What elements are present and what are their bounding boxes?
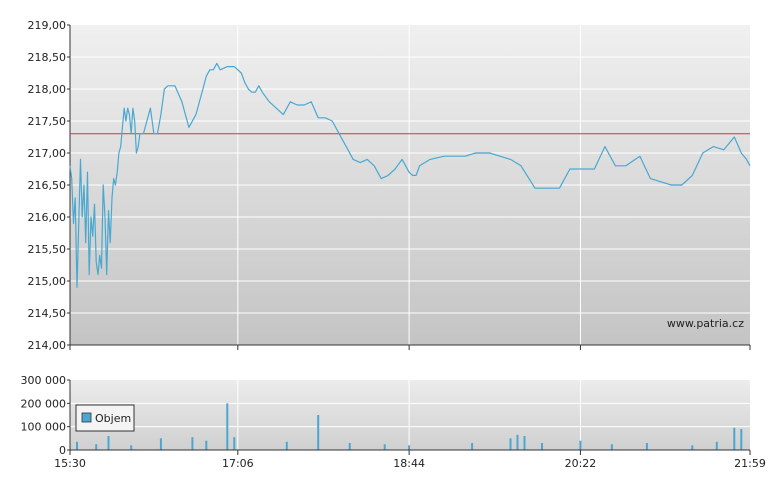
volume-legend: Objem bbox=[75, 404, 135, 432]
price-y-tick-label: 216,50 bbox=[28, 179, 67, 192]
volume-bar bbox=[317, 415, 320, 450]
volume-bar bbox=[130, 445, 133, 450]
volume-y-tick-label: 300 000 bbox=[21, 374, 67, 387]
price-y-tick-label: 217,00 bbox=[28, 147, 67, 160]
volume-bar bbox=[523, 436, 526, 450]
volume-bar bbox=[205, 440, 208, 450]
volume-bar bbox=[107, 436, 110, 450]
volume-bar bbox=[579, 440, 582, 450]
legend-swatch bbox=[81, 412, 92, 423]
volume-bar bbox=[159, 438, 162, 450]
volume-bar bbox=[691, 445, 694, 450]
x-tick-label: 20:22 bbox=[565, 457, 597, 470]
volume-plot-area bbox=[70, 380, 750, 450]
price-y-tick-label: 217,50 bbox=[28, 115, 67, 128]
price-y-tick-label: 216,00 bbox=[28, 211, 67, 224]
volume-y-tick-label: 0 bbox=[59, 444, 66, 457]
volume-y-tick-label: 100 000 bbox=[21, 421, 67, 434]
watermark-text: www.patria.cz bbox=[667, 317, 744, 330]
volume-bar bbox=[733, 427, 736, 450]
legend-label: Objem bbox=[95, 412, 131, 425]
volume-bar bbox=[348, 443, 351, 450]
x-tick-label: 15:30 bbox=[54, 457, 86, 470]
price-y-tick-label: 218,50 bbox=[28, 51, 67, 64]
volume-bar bbox=[645, 443, 648, 450]
price-y-tick-label: 215,00 bbox=[28, 275, 67, 288]
volume-bar bbox=[408, 445, 411, 450]
volume-bar bbox=[226, 403, 229, 450]
price-y-tick-label: 214,50 bbox=[28, 307, 67, 320]
volume-bar bbox=[740, 429, 743, 450]
price-panel: 219,00 218,50 218,00 217,50 217,00 216,50 216,… bbox=[28, 19, 751, 352]
volume-bar bbox=[516, 434, 519, 450]
x-tick-label: 21:59 bbox=[734, 457, 766, 470]
volume-bar bbox=[715, 441, 718, 450]
price-y-tick-label: 214,00 bbox=[28, 339, 67, 352]
volume-bar bbox=[76, 441, 78, 450]
volume-y-tick-label: 200 000 bbox=[21, 397, 67, 410]
volume-bar bbox=[509, 438, 512, 450]
volume-bar bbox=[541, 443, 543, 450]
price-y-tick-label: 215,50 bbox=[28, 243, 67, 256]
volume-bar bbox=[191, 437, 194, 450]
volume-bar bbox=[233, 437, 236, 450]
price-series-line bbox=[69, 62, 751, 288]
volume-bar bbox=[383, 444, 386, 450]
volume-bar bbox=[610, 444, 613, 450]
volume-panel: 300 000 200 000 100 000 015:30 17:06 18:44 20:… bbox=[21, 374, 766, 470]
volume-bar bbox=[471, 443, 474, 450]
x-tick-label: 18:44 bbox=[393, 457, 425, 470]
price-y-tick-label: 219,00 bbox=[28, 19, 67, 32]
volume-bar bbox=[95, 444, 98, 450]
volume-bar bbox=[285, 441, 288, 450]
price-y-tick-label: 218,00 bbox=[28, 83, 67, 96]
x-tick-label: 17:06 bbox=[222, 457, 254, 470]
